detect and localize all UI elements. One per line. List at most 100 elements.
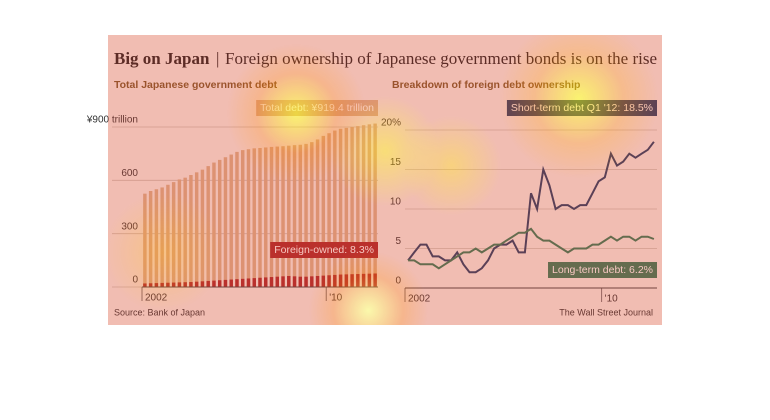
- bar: [350, 274, 354, 287]
- bar: [338, 274, 343, 287]
- bar: [315, 139, 320, 287]
- chart-subtitle: Total Japanese government debt: [114, 79, 278, 91]
- chart-subtitle: Breakdown of foreign debt ownership: [392, 79, 580, 91]
- bar: [310, 142, 314, 287]
- bar: [292, 145, 297, 287]
- bar: [281, 146, 285, 287]
- bar: [143, 193, 147, 287]
- bar: [154, 283, 159, 287]
- bar: [321, 275, 326, 287]
- bar: [189, 282, 193, 287]
- bar: [344, 127, 349, 287]
- bar: [287, 145, 291, 287]
- bar: [310, 276, 314, 287]
- bar: [217, 159, 222, 287]
- source: The Wall Street Journal: [559, 307, 653, 317]
- bar: [171, 282, 176, 287]
- y-tick-label: 15: [390, 157, 402, 168]
- bar: [217, 280, 222, 287]
- bar: [258, 277, 262, 287]
- bar: [367, 273, 372, 287]
- bar: [338, 128, 343, 287]
- x-tick-label: 2002: [145, 293, 168, 304]
- y-tick-label: 0: [395, 276, 401, 287]
- bar: [206, 280, 210, 287]
- bar: [235, 151, 239, 287]
- bar: [275, 146, 279, 287]
- bar: [367, 124, 372, 287]
- bar: [143, 283, 147, 287]
- bar: [166, 282, 170, 287]
- bar: [327, 133, 331, 287]
- bar: [333, 274, 337, 287]
- bar: [183, 177, 187, 287]
- bar: [275, 276, 279, 287]
- bar: [160, 282, 164, 287]
- bar: [304, 276, 308, 287]
- bar: [177, 179, 182, 287]
- bar: [177, 282, 182, 287]
- title: Big on Japan: [114, 49, 210, 68]
- bar: [241, 278, 245, 287]
- bar: [246, 149, 251, 287]
- bar: [356, 126, 360, 287]
- bar: [327, 275, 331, 287]
- bar: [252, 148, 256, 287]
- y-tick-label: 600: [121, 168, 138, 179]
- bar: [154, 189, 159, 287]
- bar: [171, 182, 176, 287]
- bar: [194, 172, 199, 287]
- bar: [200, 169, 205, 287]
- annotation: Short-term debt Q1 '12: 18.5%: [511, 102, 653, 114]
- bar: [212, 162, 216, 287]
- y-tick-label: 300: [121, 221, 138, 232]
- bar: [373, 273, 377, 287]
- bar: [246, 278, 251, 287]
- bar: [361, 273, 366, 287]
- bar: [148, 191, 153, 287]
- x-tick-label: '10: [329, 293, 342, 304]
- y-tick-label: ¥900 trillion: [86, 115, 138, 126]
- y-tick-label: 20%: [381, 118, 401, 129]
- bar: [206, 166, 210, 287]
- bar: [292, 276, 297, 287]
- bar: [189, 175, 193, 287]
- bar: [344, 274, 349, 287]
- bar: [229, 279, 233, 287]
- bar: [235, 279, 239, 287]
- bar: [298, 276, 303, 287]
- bar: [194, 281, 199, 287]
- annotation: Total debt: ¥919.4 trillion: [260, 102, 374, 114]
- bar: [252, 278, 256, 287]
- bar: [258, 147, 262, 287]
- bar: [148, 283, 153, 287]
- bar: [264, 147, 268, 287]
- bar: [356, 274, 360, 287]
- bar: [160, 187, 164, 287]
- bar: [269, 277, 274, 287]
- bar: [321, 135, 326, 287]
- bar: [166, 184, 170, 287]
- x-tick-label: '10: [605, 294, 618, 305]
- bar: [304, 143, 308, 287]
- bar: [373, 123, 377, 287]
- bar: [350, 127, 354, 287]
- source: Source: Bank of Japan: [114, 307, 205, 317]
- bar: [333, 130, 337, 287]
- bar: [200, 281, 205, 287]
- y-tick-label: 5: [395, 236, 401, 247]
- bar: [212, 280, 216, 287]
- bar: [241, 150, 245, 287]
- bar: [264, 277, 268, 287]
- bar: [269, 146, 274, 287]
- bar: [287, 275, 291, 287]
- bar: [223, 279, 228, 287]
- bar: [183, 282, 187, 287]
- bar: [229, 154, 233, 287]
- title-separator: |: [216, 49, 219, 68]
- bar: [361, 125, 366, 287]
- bar: [298, 144, 303, 287]
- annotation: Foreign-owned: 8.3%: [274, 244, 374, 256]
